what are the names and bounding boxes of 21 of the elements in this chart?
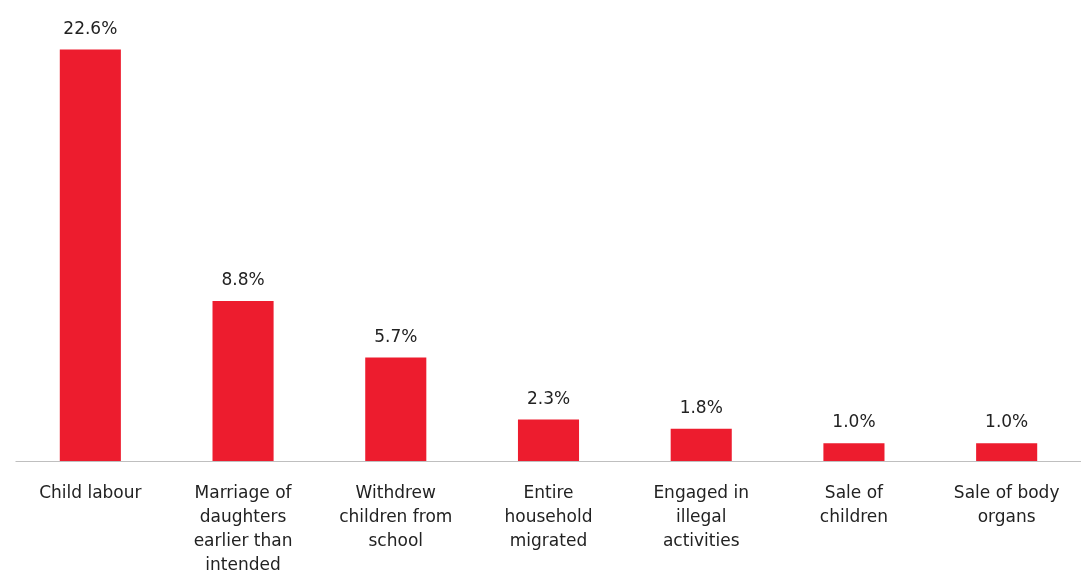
x-tick-label: Withdrew children from school (339, 481, 453, 550)
x-tick-label: Engaged in illegal activities (653, 481, 750, 550)
data-label: 1.0% (985, 411, 1029, 432)
x-tick-label: Marriage of daughters earlier than intended (193, 481, 293, 574)
bar (212, 301, 274, 462)
data-label: 2.3% (526, 387, 571, 408)
x-tick-label: Entire household migrated (504, 481, 593, 550)
data-label: 5.7% (374, 325, 418, 346)
bar (823, 443, 885, 462)
bar (59, 49, 121, 462)
x-tick-label: Child labour (39, 481, 142, 502)
bar (976, 443, 1038, 462)
data-label: 8.8% (221, 269, 265, 290)
x-tick-label: Sale of body organs (953, 481, 1060, 526)
x-tick-label: Sale of children (819, 481, 889, 526)
data-label: 1.8% (679, 396, 723, 417)
data-label: 1.0% (832, 411, 876, 432)
bar (670, 428, 732, 462)
bar (365, 357, 427, 462)
data-label: 22.6% (63, 17, 118, 38)
bar (517, 419, 580, 462)
